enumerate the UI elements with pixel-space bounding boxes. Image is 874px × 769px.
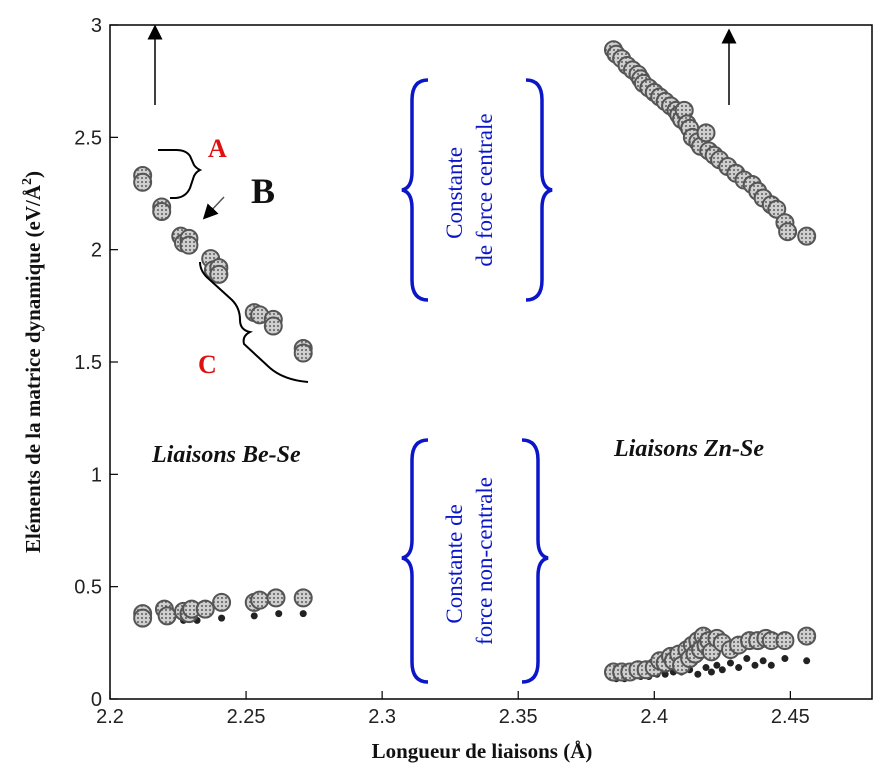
- data-point: [797, 626, 817, 646]
- data-point-small: [702, 664, 710, 672]
- data-point-small: [781, 655, 789, 663]
- data-point: [179, 235, 199, 255]
- noncentral-label: Constante de force non-centrale: [442, 477, 497, 645]
- brace-a: [158, 149, 203, 199]
- brace-c: [199, 261, 309, 383]
- data-point-small: [707, 668, 715, 676]
- data-point-small: [759, 657, 767, 665]
- x-tick-label: 2.25: [227, 706, 266, 728]
- x-tick-label: 2.3: [368, 706, 396, 728]
- data-point: [152, 201, 172, 221]
- data-point: [293, 343, 313, 363]
- data-point: [212, 592, 232, 612]
- x-axis-title: Longueur de liaisons (Å): [372, 739, 593, 763]
- data-point: [767, 199, 787, 219]
- data-point-small: [718, 666, 726, 674]
- data-point: [775, 631, 795, 651]
- label-c: C: [198, 350, 217, 379]
- y-tick-label: 0.5: [74, 577, 102, 599]
- data-point: [133, 608, 153, 628]
- data-point: [157, 606, 177, 626]
- noncentral-left-brace: [401, 438, 429, 684]
- data-point-small: [713, 661, 721, 669]
- y-tick-label: 1.5: [74, 352, 102, 374]
- data-points: [133, 40, 817, 683]
- x-tick-label: 2.2: [96, 706, 124, 728]
- data-point: [195, 599, 215, 619]
- y-axis-title-close: ): [21, 171, 45, 178]
- data-point-small: [751, 661, 759, 669]
- data-point: [209, 264, 229, 284]
- data-point: [696, 123, 716, 143]
- central-label-line2: de force centrale: [472, 113, 497, 266]
- noncentral-label-line2: force non-centrale: [472, 477, 497, 645]
- central-left-brace: [401, 78, 429, 302]
- x-tick-label: 2.4: [640, 706, 668, 728]
- y-tick-label: 2.5: [74, 127, 102, 149]
- data-point: [266, 588, 286, 608]
- data-point-small: [743, 655, 751, 663]
- data-point-small: [767, 661, 775, 669]
- y-tick-label: 1: [91, 464, 102, 486]
- data-point-small: [299, 610, 307, 618]
- arrow-b: [202, 196, 225, 220]
- data-point-small: [275, 610, 283, 618]
- x-tick-label: 2.45: [771, 706, 810, 728]
- data-point: [778, 222, 798, 242]
- central-label-line1: Constante: [442, 147, 467, 239]
- y-axis-title-sup: 2: [20, 178, 35, 185]
- central-right-brace: [525, 78, 553, 302]
- y-tick-label: 2: [91, 240, 102, 262]
- be-se-group-label: Liaisons Be-Se: [151, 442, 301, 468]
- y-tick-label: 0: [91, 689, 102, 711]
- axis-ticks: 2.2 2.25 2.3 2.35 2.4 2.45 0 0.5 1 1.5 2 2.5 3: [74, 15, 810, 728]
- label-a: A: [208, 134, 227, 163]
- central-label: Constante de force centrale: [442, 113, 497, 266]
- data-point: [293, 588, 313, 608]
- data-point-small: [661, 670, 669, 678]
- data-point: [250, 590, 270, 610]
- data-point-small: [250, 612, 258, 620]
- data-point-small: [218, 614, 226, 622]
- noncentral-label-line1: Constante de: [442, 504, 467, 623]
- y-tick-label: 3: [91, 15, 102, 37]
- data-point-small: [694, 670, 702, 678]
- zn-se-group-label: Liaisons Zn-Se: [613, 436, 764, 462]
- data-point: [797, 226, 817, 246]
- y-axis-title-main: Eléments de la matrice dynamique (eV/Å: [21, 184, 45, 553]
- x-tick-label: 2.35: [499, 706, 538, 728]
- data-point: [133, 172, 153, 192]
- data-point-small: [803, 657, 811, 665]
- data-point-small: [726, 659, 734, 667]
- data-point-small: [735, 664, 743, 672]
- label-b: B: [251, 171, 275, 211]
- noncentral-right-brace: [521, 438, 549, 684]
- data-point: [263, 316, 283, 336]
- y-axis-title: Eléments de la matrice dynamique (eV/Å2): [20, 171, 45, 553]
